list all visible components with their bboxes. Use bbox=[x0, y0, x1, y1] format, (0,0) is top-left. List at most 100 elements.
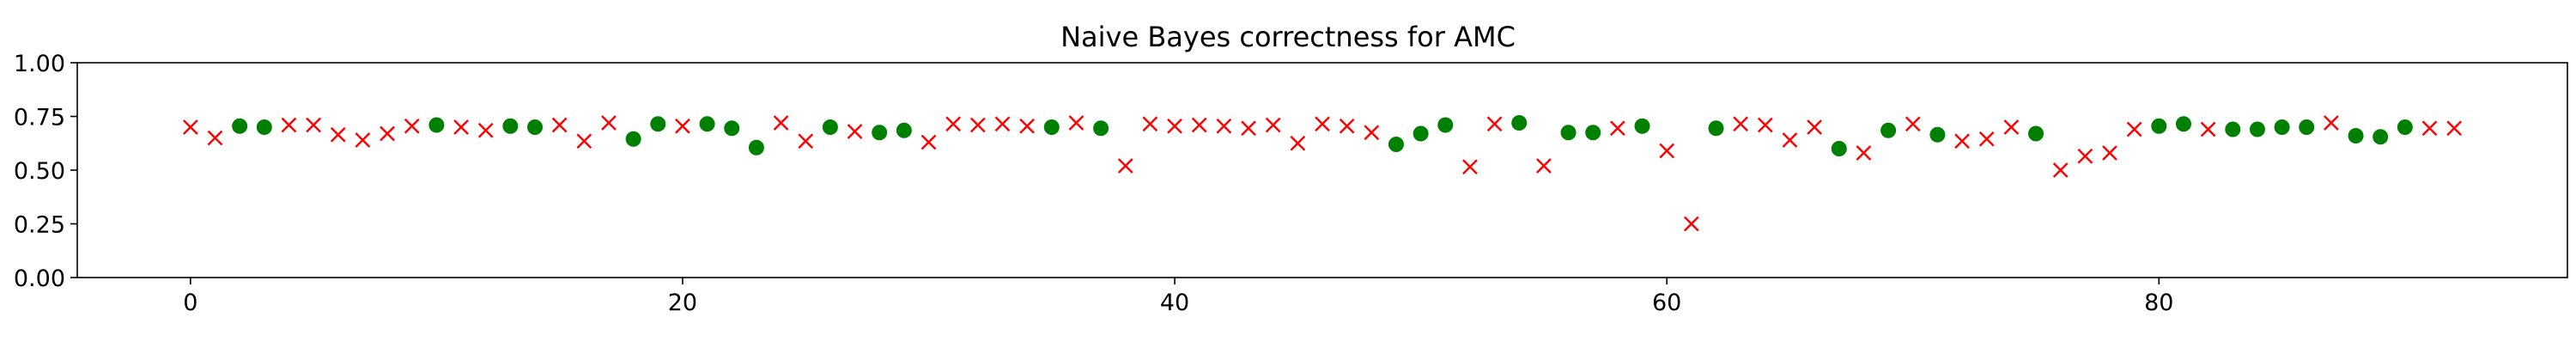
incorrect-point bbox=[1659, 143, 1675, 159]
incorrect-point bbox=[380, 125, 395, 142]
incorrect-point bbox=[920, 134, 937, 150]
incorrect-point bbox=[994, 116, 1011, 132]
incorrect-point-stroke bbox=[1954, 133, 1970, 150]
incorrect-point-stroke bbox=[1142, 116, 1158, 132]
incorrect-point-stroke bbox=[1757, 117, 1773, 133]
incorrect-point bbox=[1364, 125, 1380, 141]
x-tick-label: 40 bbox=[1160, 290, 1189, 316]
incorrect-point bbox=[1610, 120, 1625, 137]
incorrect-point-stroke bbox=[2077, 148, 2093, 164]
incorrect-point-stroke bbox=[330, 126, 346, 143]
incorrect-point-stroke bbox=[477, 122, 494, 138]
incorrect-point bbox=[576, 133, 592, 150]
correct-point bbox=[1585, 125, 1601, 141]
y-tick-label: 0.50 bbox=[14, 158, 65, 185]
correct-point bbox=[1831, 141, 1847, 156]
correct-point bbox=[2397, 119, 2413, 135]
x-axis: 0 20 40 60 80 bbox=[183, 278, 2173, 316]
incorrect-point bbox=[1782, 132, 1798, 148]
incorrect-point-stroke bbox=[773, 115, 789, 131]
incorrect-point-stroke bbox=[1486, 116, 1503, 132]
incorrect-point bbox=[1807, 119, 1822, 135]
incorrect-point-stroke bbox=[1191, 117, 1207, 133]
correct-point bbox=[896, 122, 912, 138]
incorrect-point-stroke bbox=[1019, 118, 1035, 134]
correct-point bbox=[2249, 121, 2265, 137]
correct-point bbox=[650, 116, 666, 132]
incorrect-point bbox=[182, 119, 198, 135]
correct-point bbox=[872, 125, 888, 141]
incorrect-point-stroke bbox=[1241, 120, 1256, 137]
incorrect-point-stroke bbox=[2446, 120, 2463, 137]
incorrect-point-stroke bbox=[207, 130, 223, 146]
incorrect-point-stroke bbox=[1905, 116, 1921, 132]
correct-point bbox=[502, 118, 519, 134]
incorrect-point-stroke bbox=[1265, 117, 1281, 133]
incorrect-point-stroke bbox=[847, 124, 863, 139]
correct-point bbox=[724, 120, 740, 137]
correct-point bbox=[1511, 115, 1528, 131]
correct-point bbox=[1929, 126, 1946, 143]
incorrect-point-stroke bbox=[2200, 121, 2216, 137]
correct-point bbox=[2274, 119, 2290, 135]
incorrect-point bbox=[453, 119, 469, 135]
incorrect-point bbox=[1290, 135, 1306, 151]
incorrect-point-stroke bbox=[945, 116, 962, 132]
data-points bbox=[182, 115, 2463, 232]
incorrect-point bbox=[1954, 133, 1970, 150]
incorrect-point-stroke bbox=[281, 117, 297, 133]
incorrect-point-stroke bbox=[1117, 158, 1133, 174]
incorrect-point bbox=[773, 115, 789, 131]
incorrect-point-stroke bbox=[2003, 119, 2020, 135]
incorrect-point-stroke bbox=[798, 133, 814, 150]
incorrect-point bbox=[798, 133, 814, 150]
correct-point bbox=[2225, 121, 2241, 137]
correct-point bbox=[1634, 118, 1650, 134]
x-tick-label: 80 bbox=[2144, 290, 2173, 316]
incorrect-point bbox=[2200, 121, 2216, 137]
incorrect-point bbox=[1216, 118, 1232, 134]
incorrect-point bbox=[1339, 118, 1355, 134]
incorrect-point-stroke bbox=[2126, 121, 2142, 137]
incorrect-point-stroke bbox=[969, 117, 986, 133]
incorrect-point bbox=[2077, 148, 2093, 164]
incorrect-point-stroke bbox=[1782, 132, 1798, 148]
incorrect-point bbox=[1536, 158, 1552, 174]
y-tick-label: 1.00 bbox=[14, 51, 65, 77]
incorrect-point bbox=[2126, 121, 2142, 137]
incorrect-point bbox=[551, 117, 568, 133]
correct-point bbox=[2175, 116, 2191, 132]
incorrect-point-stroke bbox=[404, 118, 420, 134]
x-tick-label: 0 bbox=[183, 290, 197, 316]
incorrect-point bbox=[2446, 120, 2463, 137]
correct-point bbox=[527, 119, 544, 135]
correct-point bbox=[428, 117, 445, 133]
incorrect-point bbox=[404, 118, 420, 134]
correct-point bbox=[256, 119, 272, 135]
incorrect-point bbox=[207, 130, 223, 146]
incorrect-point-stroke bbox=[1339, 118, 1355, 134]
incorrect-point-stroke bbox=[601, 115, 617, 131]
y-tick-label: 0.75 bbox=[14, 105, 65, 131]
y-tick-label: 0.25 bbox=[14, 212, 65, 239]
incorrect-point-stroke bbox=[1068, 115, 1084, 131]
correct-point bbox=[1093, 120, 1109, 137]
incorrect-point-stroke bbox=[1733, 116, 1749, 132]
incorrect-point bbox=[2003, 119, 2020, 135]
correct-point bbox=[1880, 122, 1897, 138]
correct-point bbox=[699, 116, 715, 132]
incorrect-point-stroke bbox=[1536, 158, 1552, 174]
incorrect-point bbox=[1978, 131, 1995, 147]
x-tick-label: 60 bbox=[1652, 290, 1681, 316]
incorrect-point-stroke bbox=[1364, 125, 1380, 141]
incorrect-point bbox=[2102, 145, 2117, 161]
incorrect-point bbox=[1856, 145, 1872, 161]
correct-point bbox=[2151, 118, 2167, 134]
correct-point bbox=[625, 131, 641, 147]
incorrect-point bbox=[477, 122, 494, 138]
correct-point bbox=[748, 139, 764, 156]
correct-point bbox=[2348, 128, 2364, 143]
incorrect-point bbox=[355, 132, 371, 148]
incorrect-point-stroke bbox=[1167, 118, 1182, 134]
incorrect-point bbox=[1486, 116, 1503, 132]
